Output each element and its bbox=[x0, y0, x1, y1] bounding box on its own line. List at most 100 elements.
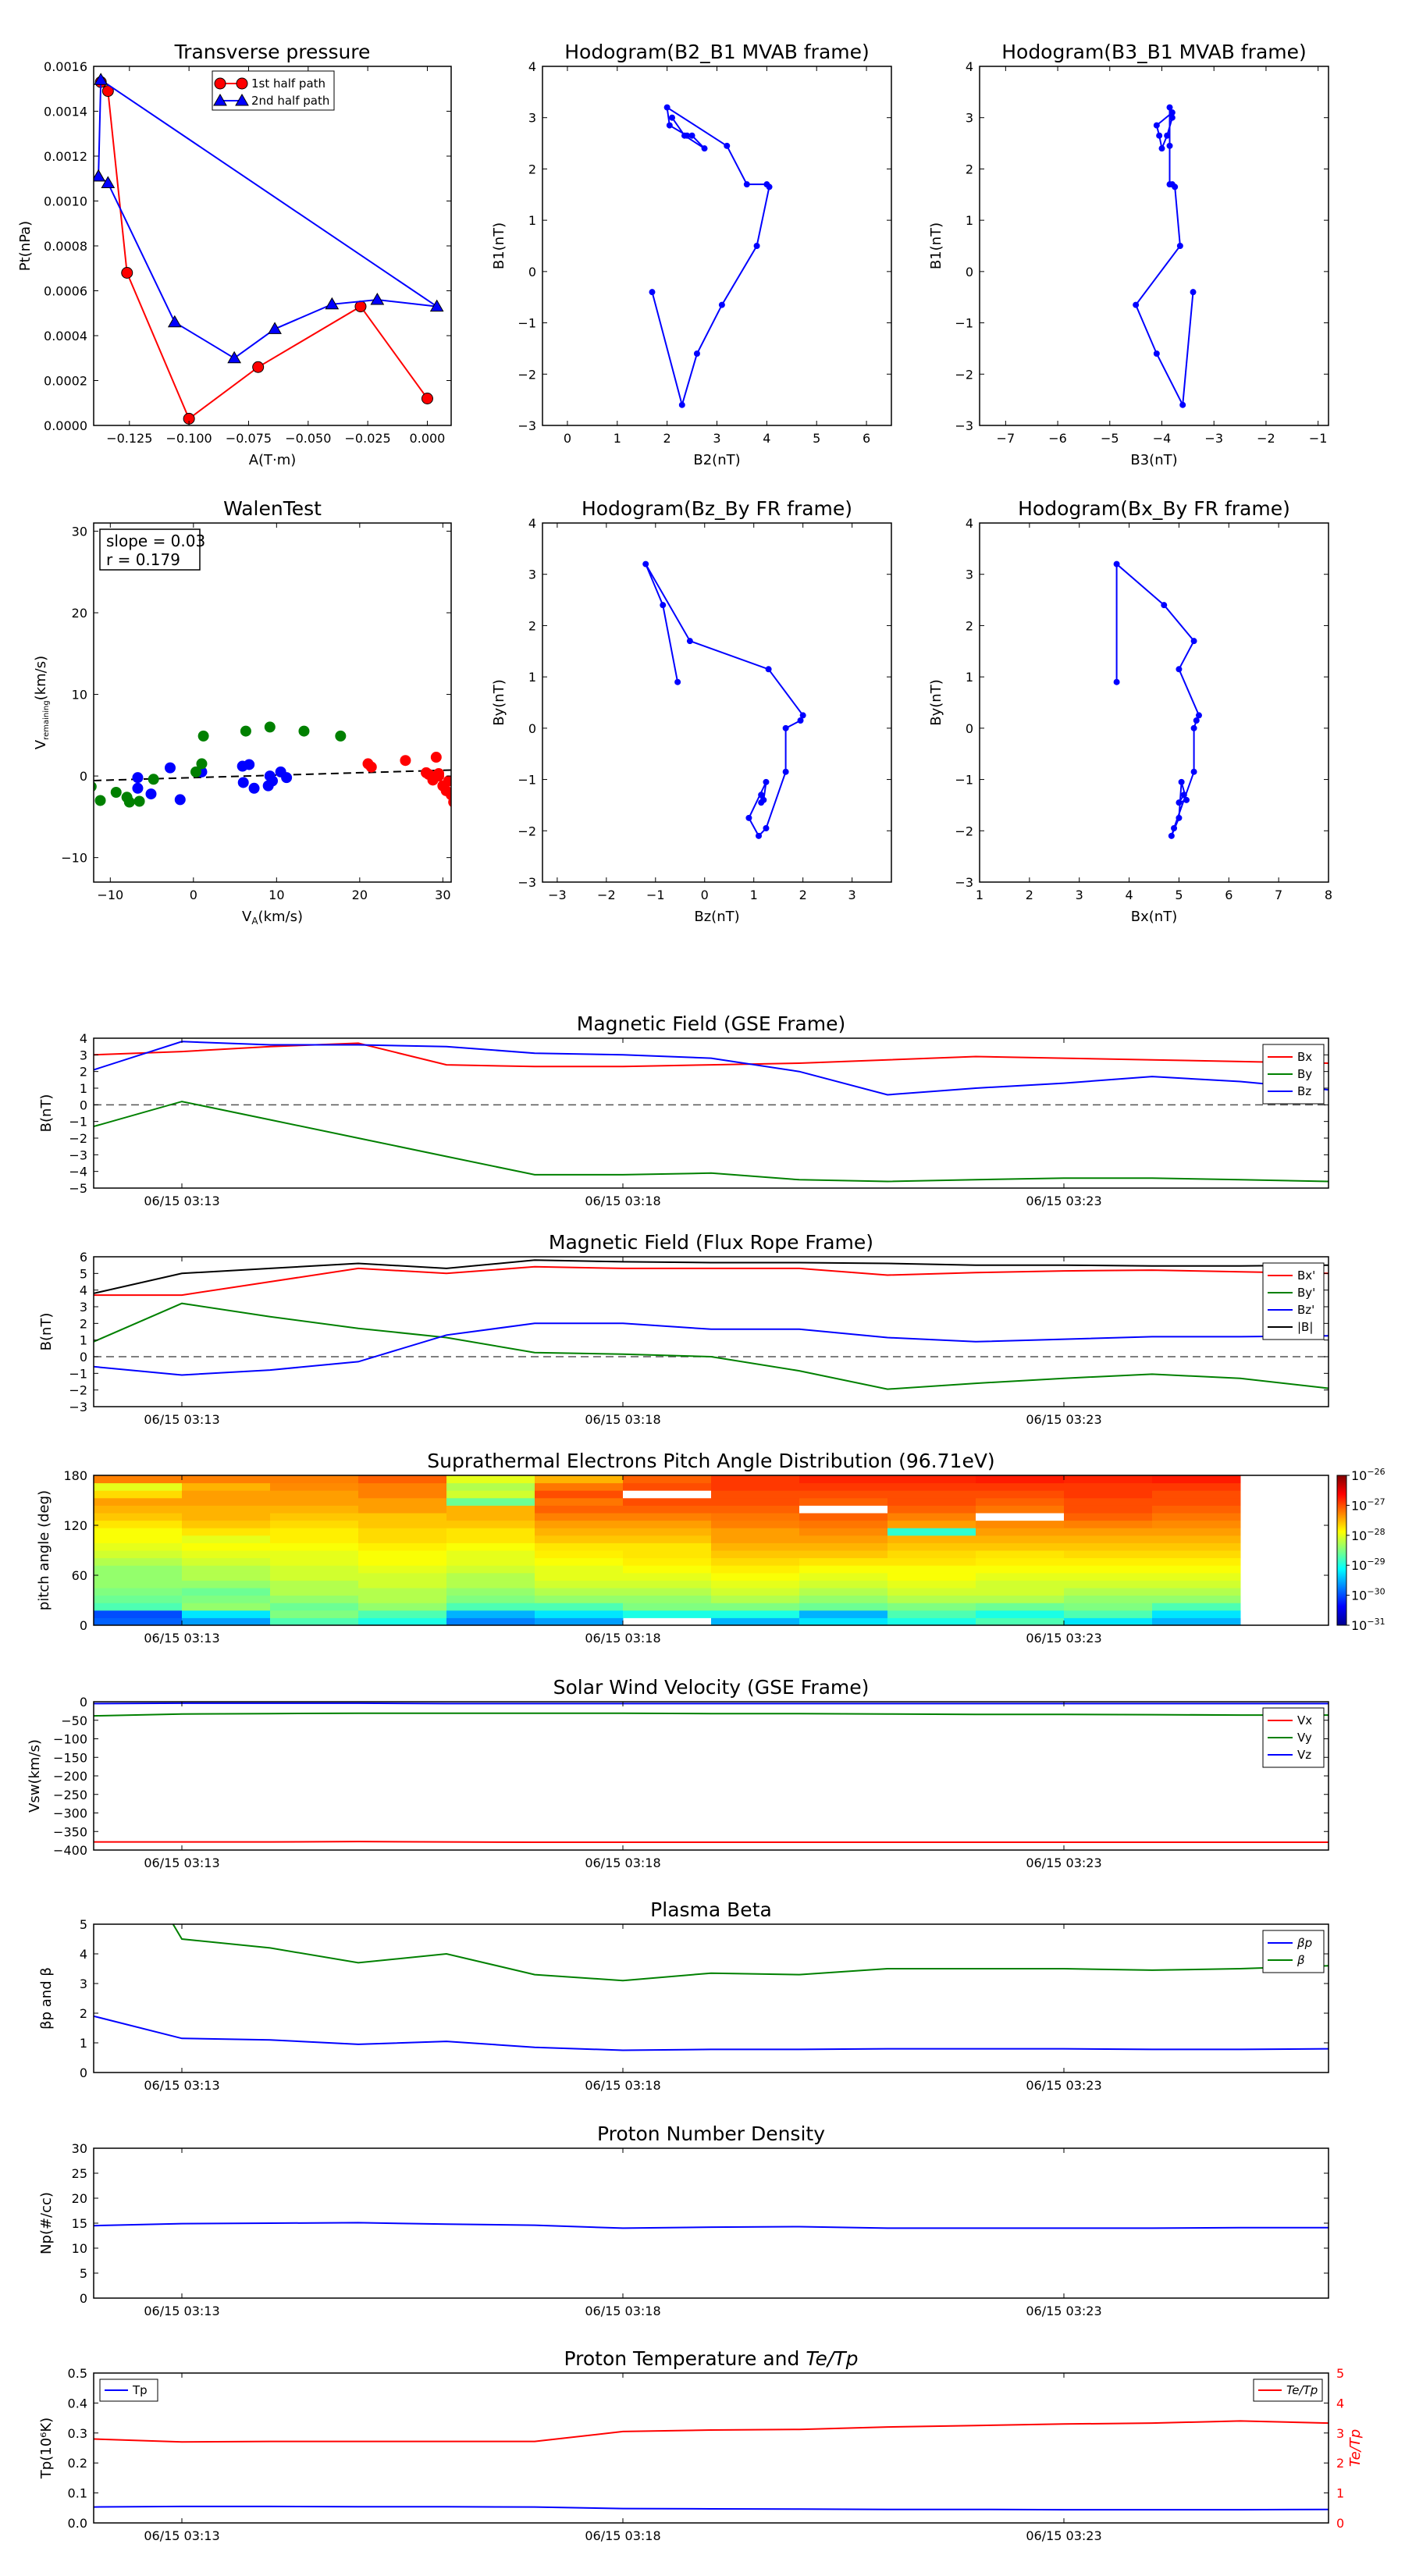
panel-title: Solar Wind Velocity (GSE Frame) bbox=[553, 1676, 870, 1699]
heatmap-cell bbox=[1064, 1550, 1153, 1559]
x-tick-label: 06/15 03:18 bbox=[585, 1412, 660, 1427]
heatmap-cell bbox=[799, 1550, 888, 1559]
x-tick-label: −2 bbox=[597, 888, 616, 902]
x-tick-label: 30 bbox=[435, 888, 450, 902]
heatmap-cell bbox=[1064, 1490, 1153, 1499]
heatmap-cell bbox=[623, 1557, 712, 1566]
panel-h4: Hodogram(Bx_By FR frame) 1 2 3 4 5 6 7 8 −3 −2 −1 0 1… bbox=[928, 497, 1332, 925]
data-point bbox=[1153, 350, 1160, 357]
heatmap-cell bbox=[1152, 1535, 1241, 1543]
heatmap-cell bbox=[711, 1475, 800, 1484]
heatmap-cell bbox=[623, 1475, 712, 1484]
heatmap-cell bbox=[1152, 1513, 1241, 1521]
y-tick-label: −5 bbox=[69, 1181, 87, 1196]
heatmap-cell bbox=[446, 1535, 535, 1543]
y-tick-label: 4 bbox=[80, 1947, 87, 1962]
heatmap-cell bbox=[446, 1565, 535, 1574]
panel-bfr: Magnetic Field (Flux Rope Frame) −3 −2 −1 0 1… bbox=[38, 1231, 1329, 1427]
y-tick-label: 2 bbox=[80, 1316, 87, 1331]
axes-frame bbox=[93, 522, 452, 883]
y-tick-label: 3 bbox=[80, 1048, 87, 1062]
x-axis-label: Bx(nT) bbox=[1131, 909, 1177, 925]
data-point bbox=[799, 712, 806, 719]
legend-label: Bx' bbox=[1297, 1268, 1315, 1283]
heatmap-cell bbox=[1152, 1565, 1241, 1574]
data-point bbox=[1168, 114, 1176, 121]
y-tick-label: 2 bbox=[966, 162, 973, 176]
legend-label: |B| bbox=[1297, 1320, 1313, 1334]
y-axis-label: Tp(10⁶K) bbox=[38, 2418, 55, 2479]
data-point bbox=[1176, 243, 1183, 249]
heatmap-cell bbox=[623, 1588, 712, 1596]
series-line bbox=[1115, 562, 1200, 837]
y-tick-label: −2 bbox=[69, 1131, 87, 1146]
y-tick-label: 0.0004 bbox=[44, 329, 87, 343]
y-tick-label: −4 bbox=[69, 1165, 87, 1179]
heatmap-cell bbox=[535, 1603, 624, 1611]
heatmap-cell bbox=[623, 1580, 712, 1589]
heatmap-cell bbox=[182, 1505, 271, 1514]
heatmap-cell bbox=[887, 1520, 976, 1528]
heatmap-cell bbox=[270, 1617, 359, 1625]
heatmap-cell bbox=[270, 1490, 359, 1499]
heatmap-cell bbox=[623, 1565, 712, 1574]
data-point bbox=[264, 770, 276, 782]
heatmap-cell bbox=[182, 1475, 271, 1484]
x-tick-label: 4 bbox=[1125, 888, 1133, 902]
y-axis-label: pitch angle (deg) bbox=[36, 1490, 52, 1610]
y-tick-label: 4 bbox=[80, 1031, 87, 1046]
data-point bbox=[1158, 145, 1165, 152]
x-axis-label: B3(nT) bbox=[1130, 452, 1177, 468]
heatmap-cell bbox=[623, 1542, 712, 1551]
y-tick-label: 0.3 bbox=[68, 2426, 87, 2441]
heatmap-cell bbox=[976, 1535, 1065, 1543]
heatmap-cell bbox=[270, 1557, 359, 1566]
panel-title: Magnetic Field (Flux Rope Frame) bbox=[549, 1231, 873, 1254]
y-tick-label: 0 bbox=[80, 2065, 87, 2080]
plot-area bbox=[94, 1041, 1329, 1183]
y-tick-label: 0.5 bbox=[68, 2366, 87, 2381]
y-tick-label: 1 bbox=[80, 1081, 87, 1096]
plot-area bbox=[94, 73, 444, 425]
heatmap-cell bbox=[446, 1610, 535, 1618]
y-tick-label: 5 bbox=[1336, 2366, 1344, 2381]
series-line bbox=[94, 1302, 1329, 1390]
plot-area bbox=[649, 104, 773, 408]
y-tick-label: −2 bbox=[955, 824, 973, 838]
y-axis-label: B(nT) bbox=[38, 1094, 55, 1133]
y-tick-label: −150 bbox=[53, 1750, 87, 1765]
y-tick-label: 1 bbox=[528, 670, 536, 685]
data-point bbox=[298, 725, 310, 737]
heatmap-cell bbox=[358, 1542, 447, 1551]
x-tick-label: −10 bbox=[97, 888, 123, 902]
heatmap-cell bbox=[799, 1603, 888, 1611]
series-line bbox=[94, 2222, 1329, 2229]
x-tick-label: 06/15 03:23 bbox=[1026, 2528, 1101, 2543]
data-point bbox=[101, 176, 116, 188]
x-tick-label: 2 bbox=[663, 431, 671, 446]
heatmap-cell bbox=[1152, 1610, 1241, 1618]
heatmap-cell bbox=[94, 1528, 183, 1536]
heatmap-cell bbox=[446, 1528, 535, 1536]
colorbar-label: 10−30 bbox=[1351, 1587, 1385, 1603]
data-point bbox=[1171, 825, 1178, 831]
y-axis-label: By(nT) bbox=[928, 679, 944, 725]
heatmap-cell bbox=[623, 1535, 712, 1543]
heatmap-cell bbox=[799, 1513, 888, 1521]
heatmap-cell bbox=[358, 1595, 447, 1603]
panel-beta: Plasma Beta 0 1 2 3 4 5 06/15 03:13 06/15 03:18 0… bbox=[38, 1898, 1329, 2093]
heatmap-cell bbox=[182, 1520, 271, 1528]
heatmap-cell bbox=[358, 1505, 447, 1514]
data-point bbox=[325, 297, 340, 310]
data-point bbox=[94, 169, 105, 182]
plot-area bbox=[94, 1702, 1329, 1843]
y-axis-label: Pt(nPa) bbox=[17, 221, 34, 271]
data-point bbox=[1183, 796, 1190, 803]
heatmap-cell bbox=[1152, 1588, 1241, 1596]
y-tick-label: 2 bbox=[80, 1065, 87, 1080]
heatmap-cell bbox=[1064, 1595, 1153, 1603]
data-point bbox=[1195, 712, 1202, 719]
heatmap-cell bbox=[182, 1603, 271, 1611]
heatmap-cell bbox=[358, 1497, 447, 1506]
data-point bbox=[237, 777, 249, 788]
